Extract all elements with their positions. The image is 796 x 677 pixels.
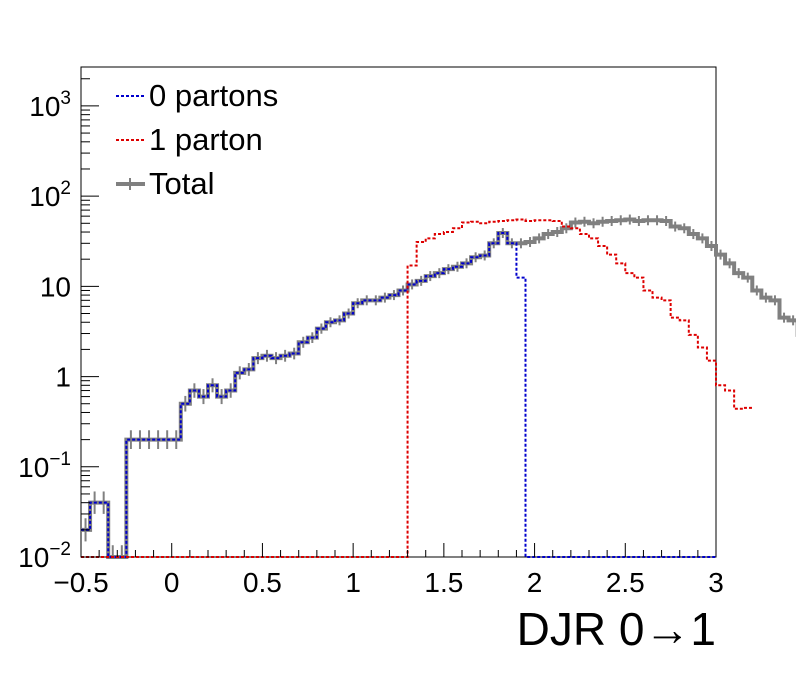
y-tick-label: 1 — [55, 362, 71, 393]
y-tick-label: 10 — [40, 271, 71, 302]
x-tick-label: 2 — [527, 567, 543, 598]
x-tick-label: 2.5 — [606, 567, 645, 598]
legend-label: Total — [149, 166, 214, 201]
y-tick-label: 102 — [29, 178, 71, 212]
x-tick-label: 0.5 — [243, 567, 282, 598]
y-tick-label: 10−2 — [18, 539, 71, 573]
x-tick-label: −0.5 — [53, 567, 108, 598]
series-one-parton-line — [81, 218, 753, 558]
series-zero-partons-line — [81, 232, 716, 558]
y-axis-ticks: 10−2 10−1 1 10 102 103 — [18, 78, 99, 573]
y-tick-label: 103 — [29, 88, 71, 122]
x-tick-label: 0 — [164, 567, 180, 598]
x-axis-label: DJR 0→1 — [517, 603, 716, 655]
legend: 0 partons 1 parton Total — [116, 78, 278, 201]
x-tick-label: 1.5 — [424, 567, 463, 598]
legend-label: 1 parton — [149, 122, 263, 157]
legend-label: 0 partons — [149, 78, 278, 113]
series-group — [81, 214, 796, 559]
x-axis-ticks: −0.5 0 0.5 1 1.5 2 2.5 3 — [53, 543, 724, 598]
y-tick-label: 10−1 — [18, 449, 71, 483]
x-tick-label: 1 — [345, 567, 361, 598]
x-tick-label: 3 — [708, 567, 724, 598]
